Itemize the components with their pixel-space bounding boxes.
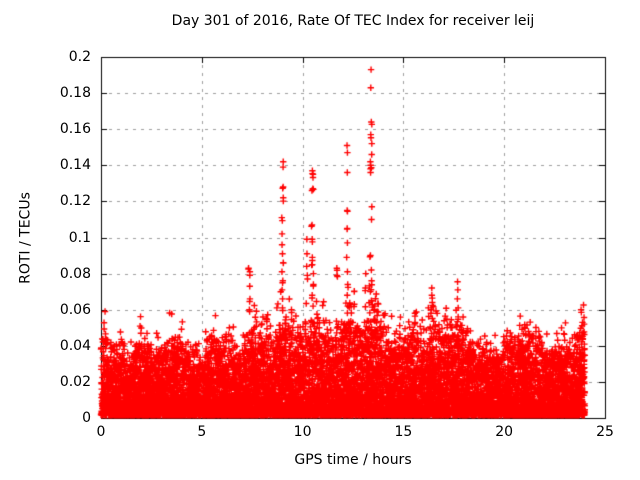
- y-tick-label: 0.12: [59, 193, 91, 210]
- x-axis-title: GPS time / hours: [294, 452, 412, 468]
- y-tick-label: 0.08: [59, 265, 91, 282]
- x-tick-label: 15: [394, 424, 413, 440]
- x-tick-label: 0: [96, 424, 106, 440]
- y-tick-label: 0.1: [68, 229, 91, 246]
- y-tick-label: 0.16: [59, 121, 91, 138]
- y-tick-label: 0: [82, 410, 91, 426]
- x-tick-label: 20: [495, 424, 514, 440]
- y-tick-label: 0.18: [59, 85, 91, 102]
- y-tick-label: 0.14: [59, 157, 91, 174]
- x-tick-label: 25: [596, 424, 614, 440]
- y-tick-label: 0.2: [68, 49, 91, 65]
- x-tick-label: 5: [197, 424, 207, 440]
- chart-title: Day 301 of 2016, Rate Of TEC Index for r…: [171, 13, 535, 29]
- y-tick-label: 0.04: [59, 337, 91, 354]
- y-tick-label: 0.06: [59, 301, 91, 318]
- y-tick-label: 0.02: [59, 373, 91, 390]
- x-tick-label: 10: [293, 424, 312, 440]
